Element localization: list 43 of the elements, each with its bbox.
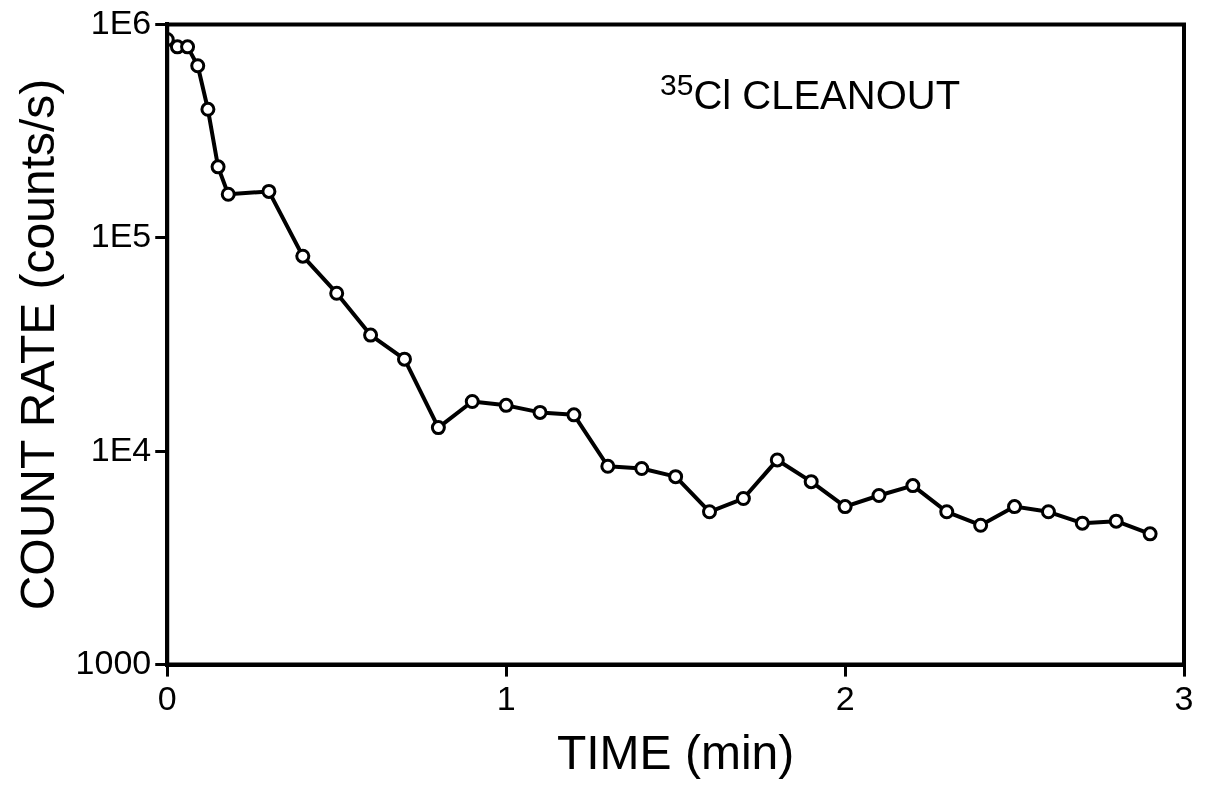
x-tick-label: 2 <box>835 679 855 718</box>
point <box>1040 504 1056 520</box>
point <box>566 407 582 423</box>
x-tick-label: 0 <box>157 679 177 718</box>
y-tick-label: 1E5 <box>90 216 152 255</box>
point <box>498 397 514 413</box>
point <box>329 285 345 301</box>
point <box>702 504 718 520</box>
point <box>220 186 236 202</box>
point <box>190 58 206 74</box>
point <box>532 404 548 420</box>
point <box>180 39 196 55</box>
point <box>634 460 650 476</box>
point <box>363 327 379 343</box>
point <box>396 351 412 367</box>
point <box>430 420 446 436</box>
y-axis-title: COUNT RATE (counts/s) <box>11 78 65 611</box>
x-axis-title: TIME (min) <box>556 726 795 780</box>
point <box>1007 499 1023 515</box>
point <box>973 517 989 533</box>
point <box>769 452 785 468</box>
point <box>210 159 226 175</box>
point <box>295 248 311 264</box>
point <box>1108 513 1124 529</box>
point <box>200 101 216 117</box>
point <box>803 474 819 490</box>
point <box>871 488 887 503</box>
point <box>939 504 955 520</box>
point <box>600 458 616 474</box>
point <box>735 491 751 507</box>
point <box>261 183 277 199</box>
point <box>1074 515 1090 531</box>
y-tick-label: 1E4 <box>90 429 152 468</box>
x-tick-label: 3 <box>1174 679 1194 718</box>
point <box>905 478 921 494</box>
point <box>1142 526 1158 542</box>
y-tick-label: 1E6 <box>90 2 152 41</box>
point <box>837 499 853 515</box>
y-tick-label: 1000 <box>75 642 152 681</box>
x-tick-label: 1 <box>496 679 516 718</box>
point <box>668 469 684 485</box>
annotation: $^{35}$Cl CLEANOUT <box>660 68 961 119</box>
point <box>464 393 480 409</box>
